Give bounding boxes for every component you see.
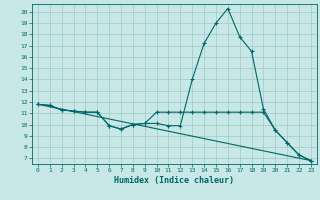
X-axis label: Humidex (Indice chaleur): Humidex (Indice chaleur) xyxy=(115,176,234,185)
